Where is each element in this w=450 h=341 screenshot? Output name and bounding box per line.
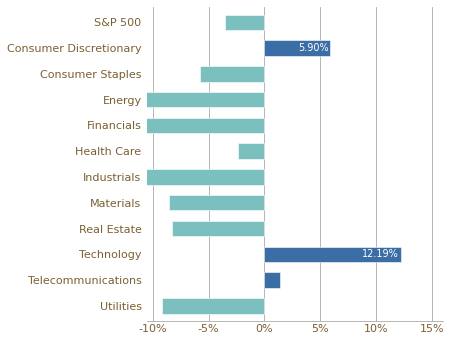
Bar: [238, 144, 265, 159]
Bar: [170, 195, 265, 210]
Bar: [200, 66, 265, 81]
Bar: [225, 15, 265, 30]
Text: -33.96%: -33.96%: [266, 95, 306, 105]
Bar: [172, 221, 265, 236]
Text: -5.73%: -5.73%: [266, 69, 300, 79]
Text: -21.91%: -21.91%: [266, 120, 306, 131]
Text: 1.38%: 1.38%: [281, 275, 312, 285]
Text: -14.15%: -14.15%: [266, 172, 306, 182]
Bar: [162, 298, 265, 313]
Bar: [265, 41, 330, 56]
Bar: [0, 92, 265, 107]
Text: -8.50%: -8.50%: [266, 198, 300, 208]
Text: -8.30%: -8.30%: [266, 223, 300, 234]
Text: -9.19%: -9.19%: [266, 301, 300, 311]
Bar: [265, 272, 280, 288]
Text: 5.90%: 5.90%: [298, 43, 328, 53]
Bar: [265, 247, 400, 262]
Bar: [106, 169, 265, 185]
Text: 12.19%: 12.19%: [362, 249, 399, 259]
Bar: [20, 118, 265, 133]
Text: -3.57%: -3.57%: [266, 17, 300, 27]
Text: -2.39%: -2.39%: [266, 146, 300, 156]
